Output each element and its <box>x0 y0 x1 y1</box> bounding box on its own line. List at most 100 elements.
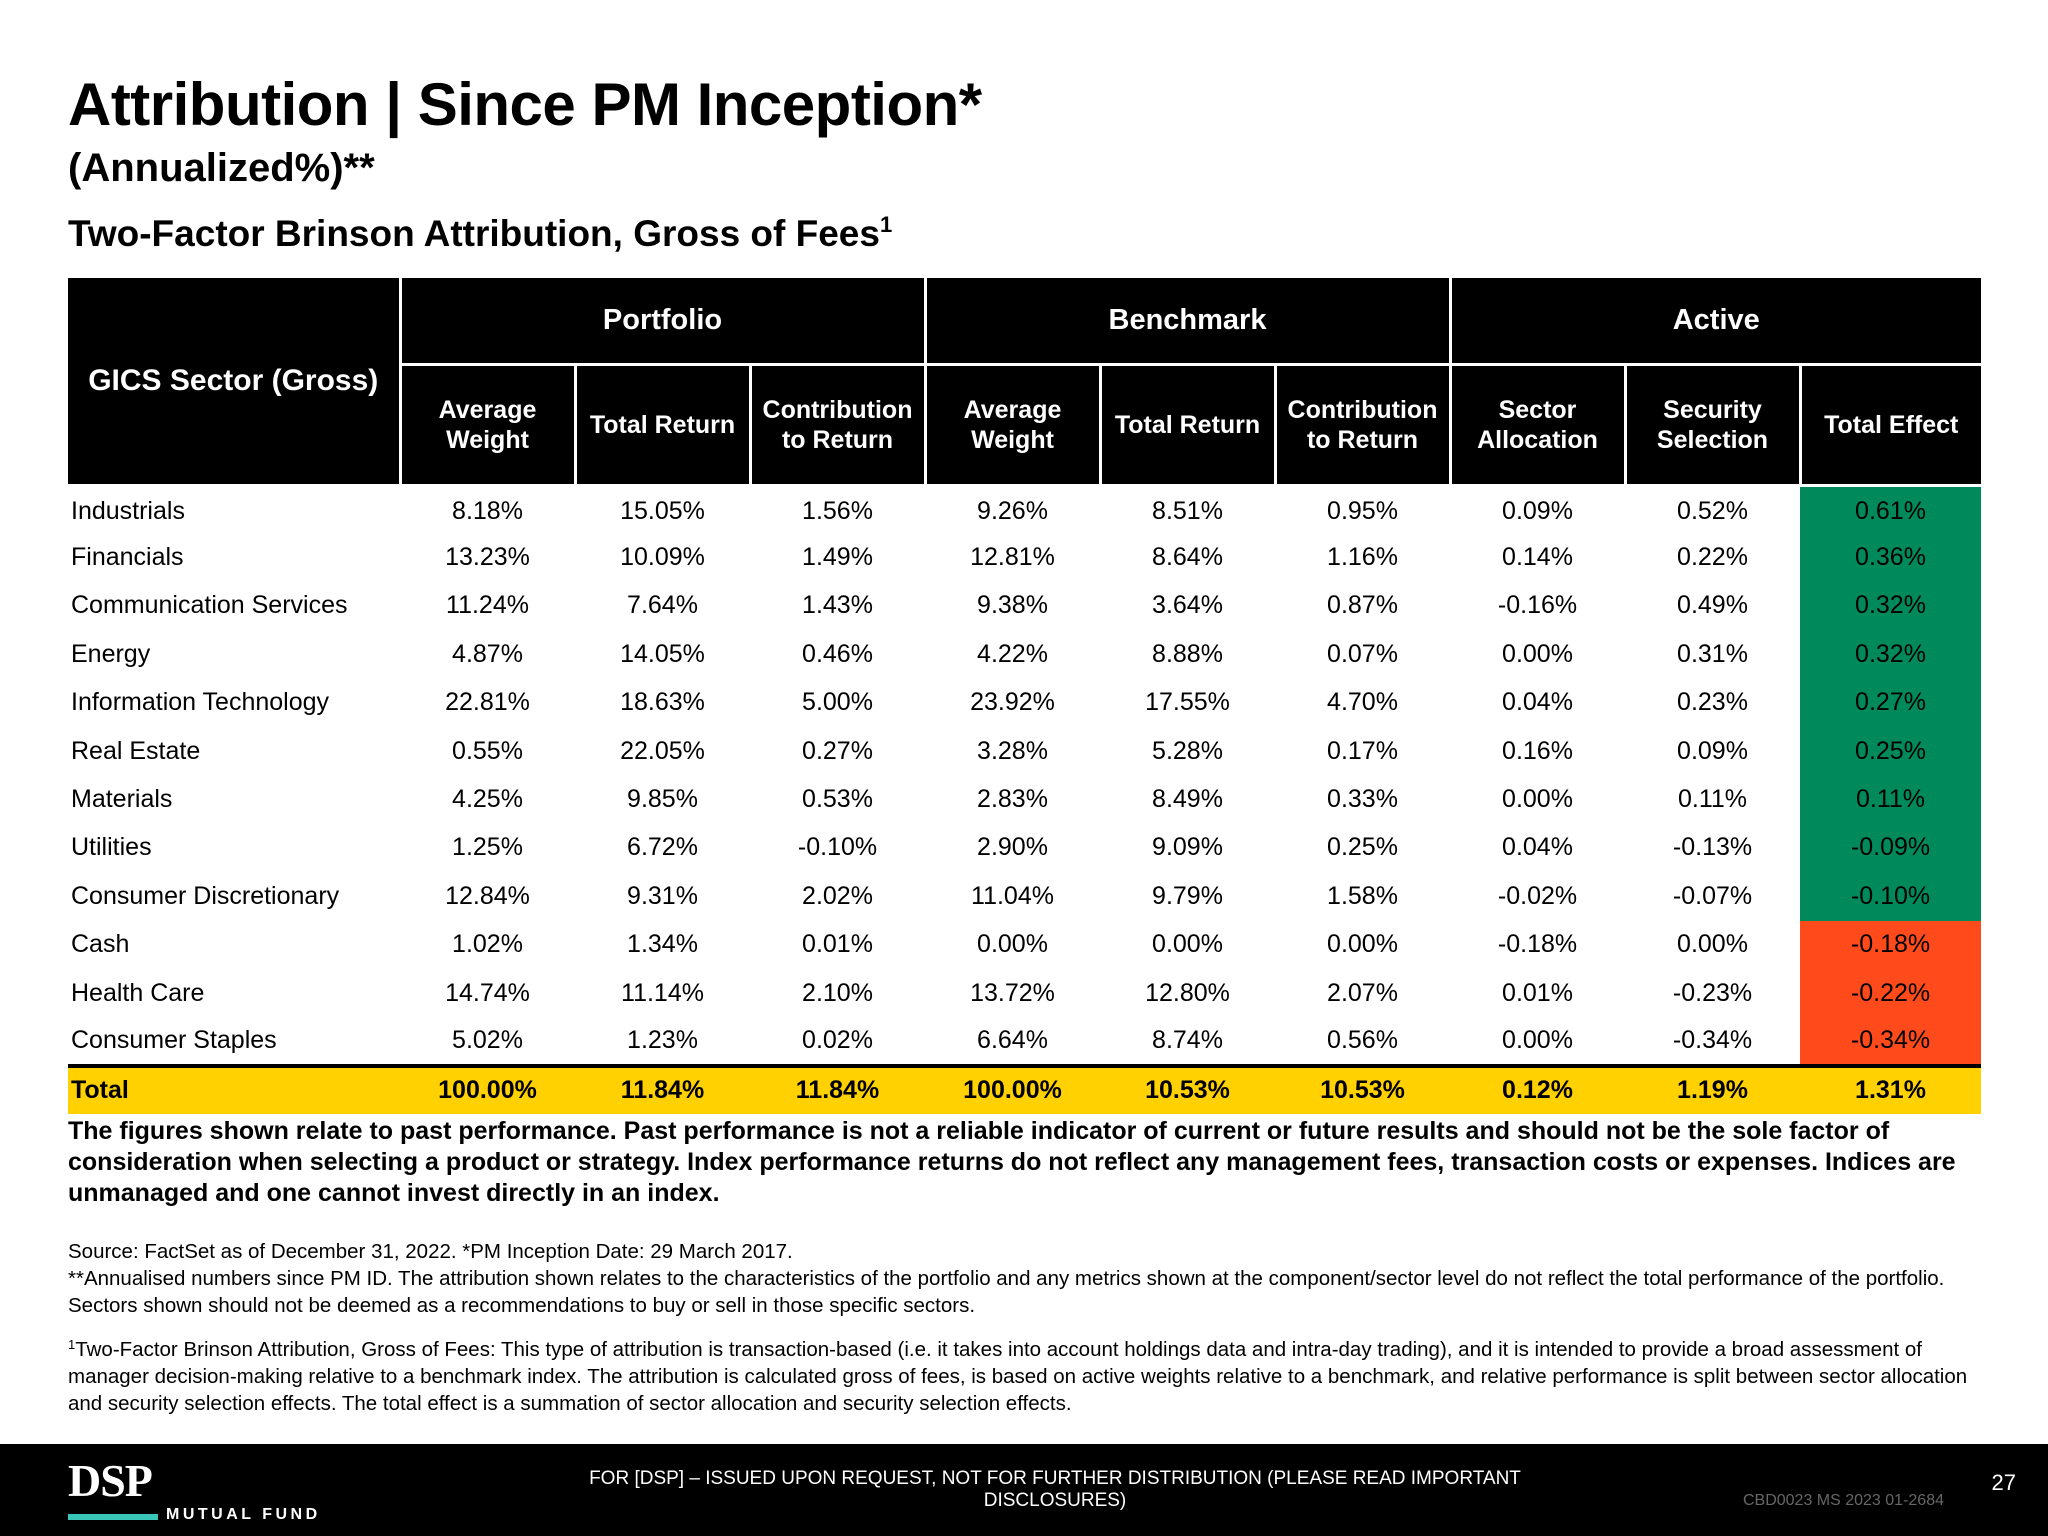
value-cell: 0.02% <box>802 1025 873 1054</box>
sector-name: Information Technology <box>71 688 330 717</box>
value-cell: 8.49% <box>1152 785 1223 814</box>
total-cell: 100.00% <box>400 1063 575 1114</box>
active-group-header: Active <box>1448 278 1981 366</box>
column-header: Average Weight <box>923 364 1102 487</box>
source-note: Source: FactSet as of December 31, 2022.… <box>68 1238 1988 1319</box>
sector-name: Health Care <box>71 978 205 1007</box>
value-cell: 5.28% <box>1152 736 1223 765</box>
value-cell: 4.25% <box>452 785 523 814</box>
value-cell: 13.23% <box>445 543 530 572</box>
value-cell: 14.05% <box>620 639 705 668</box>
value-cell: 0.46% <box>802 639 873 668</box>
table-row: Materials 4.25% 9.85% 0.53% 2.83% 8.49% 0.33% 0… <box>68 775 1981 824</box>
value-cell: 14.74% <box>445 978 530 1007</box>
footnote-marker: 1 <box>879 212 893 237</box>
total-effect-cell: 0.61% <box>1800 485 1981 534</box>
total-cell: 10.53% <box>1275 1063 1450 1114</box>
sector-name: Financials <box>71 543 184 572</box>
value-cell: 0.27% <box>802 736 873 765</box>
page-number: 27 <box>1991 1470 2016 1495</box>
value-cell: 9.26% <box>977 497 1048 526</box>
value-cell: 2.02% <box>802 881 873 910</box>
value-cell: 0.00% <box>1502 1025 1573 1054</box>
sector-name: Consumer Discretionary <box>71 881 340 910</box>
total-effect-cell: -0.34% <box>1800 1017 1981 1066</box>
footer-bar: DSP MUTUAL FUND FOR [DSP] – ISSUED UPON … <box>0 1444 2048 1536</box>
total-effect-cell: 0.36% <box>1800 533 1981 582</box>
sector-name: Real Estate <box>71 736 201 765</box>
gics-sector-header: GICS Sector (Gross) <box>68 278 402 487</box>
value-cell: 12.80% <box>1145 978 1230 1007</box>
value-cell: 0.00% <box>1677 930 1748 959</box>
attribution-table: GICS Sector (Gross) Portfolio Benchmark … <box>68 278 1981 1114</box>
total-label: Total <box>68 1063 400 1114</box>
table-row: Utilities 1.25% 6.72% -0.10% 2.90% 9.09% 0.25%… <box>68 823 1981 873</box>
value-cell: 13.72% <box>970 978 1055 1007</box>
source-note-text: Source: FactSet as of December 31, 2022.… <box>68 1240 793 1263</box>
value-cell: 6.64% <box>977 1025 1048 1054</box>
value-cell: 11.14% <box>621 978 704 1007</box>
value-cell: -0.13% <box>1672 833 1753 862</box>
value-cell: 0.00% <box>977 930 1048 959</box>
value-cell: 0.22% <box>1677 543 1748 572</box>
value-cell: 1.25% <box>452 833 523 862</box>
value-cell: 2.83% <box>977 785 1048 814</box>
value-cell: 0.31% <box>1677 639 1748 668</box>
portfolio-group-header: Portfolio <box>398 278 927 366</box>
value-cell: 4.87% <box>452 639 523 668</box>
total-row: Total 100.00% 11.84% 11.84% 100.00% 10.5… <box>68 1063 1981 1114</box>
logo-accent-bar <box>68 1514 158 1520</box>
value-cell: 0.53% <box>802 785 873 814</box>
footnote-marker: 1 <box>68 1337 76 1352</box>
value-cell: 0.09% <box>1502 497 1573 526</box>
annualised-note-text: **Annualised numbers since PM ID. The at… <box>68 1267 1945 1317</box>
value-cell: 11.24% <box>446 591 529 620</box>
value-cell: 0.56% <box>1327 1025 1398 1054</box>
total-cell: 1.19% <box>1625 1063 1800 1114</box>
value-cell: 1.34% <box>627 930 698 959</box>
total-effect-cell: 0.11% <box>1800 775 1981 824</box>
column-header: Total Return <box>573 364 752 487</box>
logo-wordmark: DSP <box>68 1455 153 1506</box>
table-row: Consumer Staples 5.02% 1.23% 0.02% 6.64% 8.74… <box>68 1017 1981 1066</box>
table-row: Health Care 14.74% 11.14% 2.10% 13.72% 12.80%… <box>68 968 1981 1018</box>
sector-name: Utilities <box>71 833 152 862</box>
performance-disclaimer: The figures shown relate to past perform… <box>68 1117 1956 1207</box>
value-cell: -0.34% <box>1672 1025 1753 1054</box>
value-cell: 9.79% <box>1152 881 1223 910</box>
table-row: Financials 13.23% 10.09% 1.49% 12.81% 8.64% 1.… <box>68 533 1981 582</box>
value-cell: 10.09% <box>620 543 705 572</box>
value-cell: 6.72% <box>627 833 698 862</box>
value-cell: 2.07% <box>1327 978 1398 1007</box>
value-cell: 12.81% <box>970 543 1055 572</box>
value-cell: 2.10% <box>802 978 873 1007</box>
value-cell: 1.16% <box>1327 543 1398 572</box>
value-cell: -0.18% <box>1497 930 1578 959</box>
sector-name: Cash <box>71 930 130 959</box>
value-cell: 3.64% <box>1152 591 1223 620</box>
brinson-note-text: Two-Factor Brinson Attribution, Gross of… <box>68 1338 1968 1415</box>
column-header: Total Return <box>1098 364 1277 487</box>
column-header: Average Weight <box>400 364 577 487</box>
value-cell: 1.56% <box>802 497 873 526</box>
value-cell: 4.22% <box>977 639 1048 668</box>
table-body: Industrials 8.18% 15.05% 1.56% 9.26% 8.51% 0.9… <box>68 485 1981 1114</box>
total-cell: 10.53% <box>1100 1063 1275 1114</box>
total-effect-cell: 0.27% <box>1800 678 1981 727</box>
sector-name: Energy <box>71 639 151 668</box>
brinson-note: 1Two-Factor Brinson Attribution, Gross o… <box>68 1331 1988 1417</box>
column-header: Contribution to Return <box>1273 364 1452 487</box>
value-cell: 0.87% <box>1327 591 1398 620</box>
value-cell: 9.85% <box>627 785 698 814</box>
value-cell: 11.04% <box>971 881 1054 910</box>
table-heading-text: Two-Factor Brinson Attribution, Gross of… <box>68 213 880 254</box>
value-cell: 1.02% <box>452 930 523 959</box>
value-cell: 9.09% <box>1152 833 1223 862</box>
total-cell: 11.84% <box>750 1063 925 1114</box>
value-cell: 9.31% <box>627 881 698 910</box>
value-cell: 8.51% <box>1152 497 1223 526</box>
value-cell: 0.00% <box>1152 930 1223 959</box>
value-cell: 0.00% <box>1502 785 1573 814</box>
value-cell: 0.01% <box>1502 978 1573 1007</box>
value-cell: -0.10% <box>797 833 878 862</box>
